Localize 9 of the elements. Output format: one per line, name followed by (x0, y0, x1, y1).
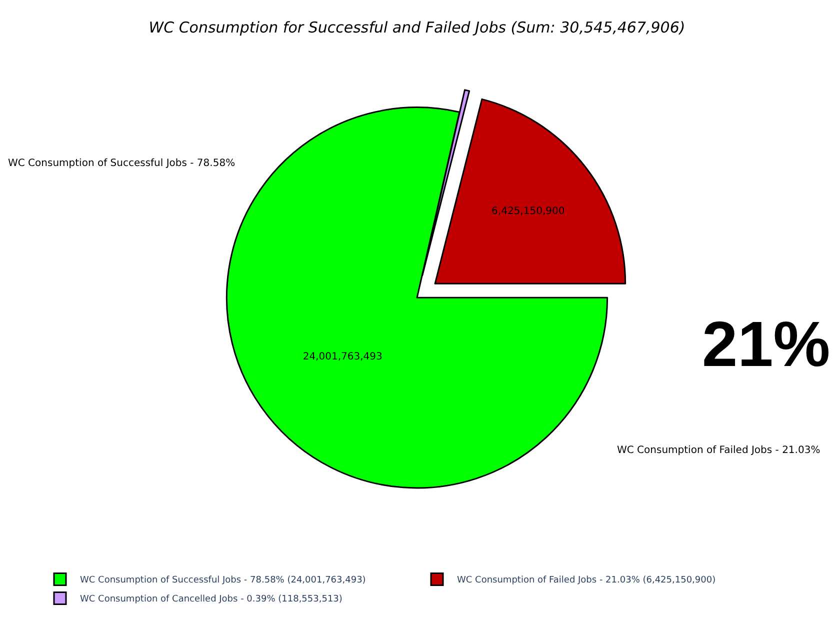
chart-title: WC Consumption for Successful and Failed Jobs (Sum: 30,545,467,906) (148, 18, 686, 36)
text: WC Consumption of Failed Jobs - 21.03% (617, 445, 820, 456)
data-label: 6,425,150,900 (492, 206, 565, 217)
data-label: 24,001,763,493 (302, 351, 382, 362)
legend-label: WC Consumption of Cancelled Jobs - 0.39% (118,553,513) (80, 594, 342, 605)
text: 21% (702, 308, 830, 380)
text: WC Consumption of Successful Jobs - 78.58% (8, 158, 236, 169)
legend-label: WC Consumption of Failed Jobs - 21.03% (6,425,150,900) (457, 576, 716, 586)
legend-label: WC Consumption of Successful Jobs - 78.58% (24,001,763,493) (80, 576, 366, 586)
